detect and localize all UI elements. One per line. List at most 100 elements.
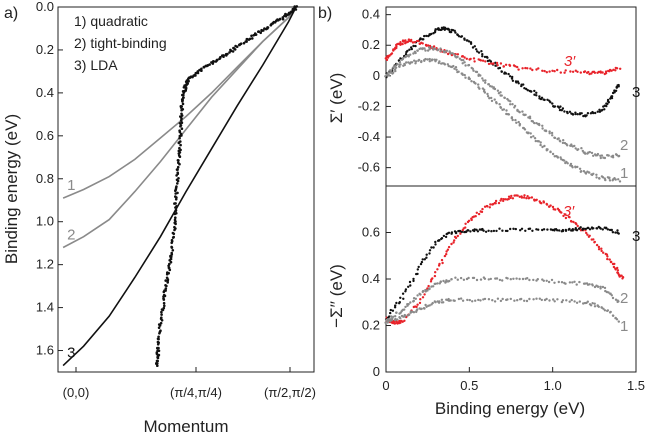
- panel-b-top-point-2: [434, 47, 437, 50]
- panel-b-top-y-tick-label: -0.2: [358, 98, 380, 113]
- panel-b-bottom-point-3′: [554, 208, 557, 211]
- panel-b-bottom-point-1: [431, 301, 434, 305]
- panel-b-bottom-point-1: [560, 300, 564, 304]
- panel-b-top-point-1: [559, 156, 562, 159]
- panel-b-top-point-3: [538, 95, 541, 98]
- panel-a-curve-label-3: 3: [67, 345, 75, 362]
- panel-b-bottom-point-2: [456, 278, 459, 281]
- panel-b-top-point-3: [517, 82, 520, 85]
- panel-b-bottom-point-2: [609, 292, 612, 295]
- panel-a: a) 0.0 0.2 0.4 0.6 0.8 1.0 1.2 1.4 1.6 (0,0) (π/4…: [2, 0, 316, 436]
- panel-b-top-point-3′: [413, 41, 416, 44]
- panel-b-top-point-3: [533, 93, 536, 96]
- panel-b-top-point-3′: [543, 69, 546, 73]
- panel-a-data-point: [181, 93, 184, 97]
- panel-b-bottom-point-1: [520, 297, 523, 301]
- panel-b-top-point-1: [563, 159, 566, 162]
- panel-b-top-point-2: [458, 57, 462, 60]
- panel-b-top-point-2: [496, 89, 500, 92]
- panel-a-data-point: [163, 289, 166, 292]
- panel-b-top-point-1: [410, 61, 414, 64]
- panel-b-bottom-point-1: [449, 299, 452, 302]
- panel-b-bottom-point-3′: [564, 213, 567, 216]
- panel-b-top-point-2: [499, 91, 502, 94]
- panel-a-data-point: [164, 279, 167, 282]
- panel-b-top-point-3: [533, 89, 536, 93]
- panel-b-top-point-3′: [588, 72, 591, 76]
- panel-a-data-point: [171, 231, 175, 235]
- panel-b-bottom-point-3: [528, 227, 532, 230]
- panel-b-bottom-point-3: [606, 228, 610, 231]
- panel-b-top-point-2: [464, 64, 467, 67]
- panel-a-data-point: [162, 306, 166, 310]
- panel-b-bottom-point-2: [419, 293, 422, 296]
- panel-b-top-point-3′: [526, 67, 529, 70]
- panel-b-bottom-point-3′: [597, 245, 601, 249]
- panel-b-bottom-point-3′: [600, 247, 603, 250]
- panel-b-top-point-3: [486, 56, 489, 59]
- panel-a-data-point: [294, 8, 298, 11]
- panel-b-bottom-point-3′: [415, 305, 418, 309]
- panel-b-top-point-2: [492, 86, 495, 89]
- panel-b-top-point-3: [511, 79, 515, 83]
- panel-b-top-point-1: [461, 73, 464, 77]
- panel-b-bottom-point-3′: [456, 234, 459, 238]
- panel-b-bottom-point-2: [528, 278, 531, 282]
- panel-b-bottom-point-3′: [429, 280, 433, 283]
- panel-b-bottom-point-3′: [483, 205, 487, 208]
- panel-b-bottom-point-3′: [500, 197, 503, 201]
- panel-b-top-point-3: [480, 50, 483, 53]
- panel-b-bottom-point-3′: [570, 220, 573, 223]
- panel-b-top-point-2: [599, 156, 602, 160]
- panel-b-bottom-point-3′: [592, 238, 595, 241]
- panel-b-top-point-2: [430, 46, 434, 49]
- panel-a-y-axis-label: Binding energy (eV): [2, 114, 21, 264]
- panel-b-top-point-2: [461, 62, 464, 65]
- panel-b-bottom-point-2: [454, 276, 457, 279]
- panel-b-bottom-point-1: [509, 297, 512, 301]
- panel-b-bottom-point-3′: [523, 194, 526, 197]
- panel-b-top-point-1: [403, 63, 406, 67]
- panel-b-bottom-point-3: [492, 229, 496, 233]
- panel-b-bottom-point-2: [412, 299, 415, 303]
- panel-b-top-point-1: [579, 170, 582, 173]
- panel-b-top-point-2: [592, 154, 595, 157]
- panel-b-top-point-2: [596, 154, 599, 157]
- panel-b-bottom-point-3: [473, 228, 476, 231]
- panel-b-top-point-3′: [531, 68, 534, 72]
- panel-b-top-point-1: [588, 171, 591, 174]
- panel-b-top-point-2: [561, 141, 565, 145]
- panel-b-top-point-1: [490, 96, 493, 100]
- panel-b-top-point-3: [425, 34, 428, 38]
- panel-b-bottom-point-2: [547, 280, 551, 284]
- panel-b-bottom-point-2: [610, 294, 613, 297]
- panel-b-bottom-point-3: [588, 228, 592, 231]
- panel-b-top-point-2: [426, 49, 430, 52]
- panel-b-bottom-point-1: [440, 298, 444, 301]
- panel-b-bottom-point-2: [603, 286, 607, 290]
- panel-b-bottom-point-3: [582, 227, 586, 230]
- panel-b-top-point-3′: [432, 45, 436, 48]
- panel-b-bottom-point-3: [568, 227, 571, 231]
- panel-b-bottom-point-2: [436, 282, 439, 285]
- panel-a-data-point: [179, 132, 183, 136]
- panel-b-top-point-2: [503, 96, 506, 99]
- panel-b-bottom-point-2: [550, 278, 554, 282]
- panel-b-bottom-point-3′: [614, 268, 617, 271]
- panel-b-bottom-point-2: [409, 301, 412, 304]
- panel-b-bottom-point-1: [499, 299, 503, 303]
- panel-b-bottom-point-3: [577, 227, 581, 230]
- panel-a-data-point: [174, 195, 177, 198]
- panel-b-bottom-point-3′: [528, 196, 531, 199]
- panel-b-bottom-point-2: [487, 278, 490, 281]
- panel-b-top-point-1: [426, 58, 429, 61]
- panel-b-bottom-point-3′: [616, 266, 619, 270]
- panel-b-bottom-point-1: [525, 299, 529, 303]
- panel-b-bottom-point-1: [603, 309, 607, 312]
- panel-b-bottom-point-3′: [494, 199, 498, 203]
- panel-b-top-point-3′: [401, 42, 404, 46]
- panel-b-top-point-3′: [386, 56, 390, 59]
- panel-b-bottom-point-3: [438, 239, 441, 242]
- panel-b-top-point-1: [604, 178, 607, 182]
- panel-b-top-point-3: [434, 28, 437, 31]
